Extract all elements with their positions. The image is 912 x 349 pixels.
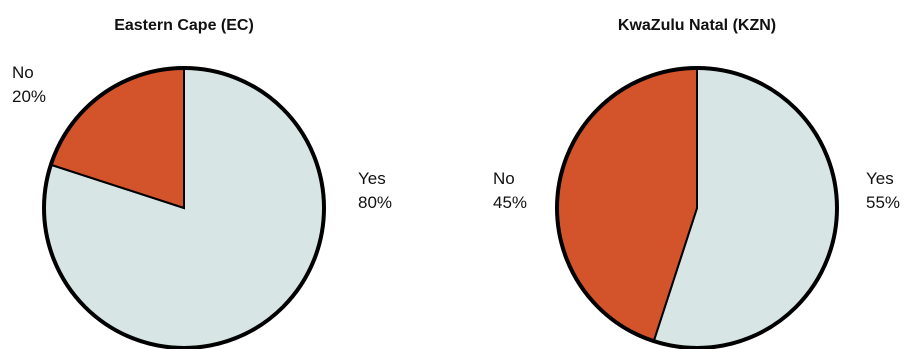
pie-border [42, 66, 326, 349]
chart-title: Eastern Cape (EC) [114, 17, 254, 34]
pie-border [555, 66, 839, 349]
slice-label-yes-category: Yes [358, 169, 386, 188]
slice-label-yes-category: Yes [866, 169, 894, 188]
pie-chart-eastern-cape: Eastern Cape (EC) Yes 80% No 20% [12, 17, 392, 349]
slice-label-no-value: 20% [12, 87, 46, 106]
slice-label-no-category: No [12, 63, 34, 82]
slice-label-yes-value: 55% [866, 193, 900, 212]
pie-chart-kwazulu-natal: KwaZulu Natal (KZN) Yes 55% No 45% [493, 17, 900, 349]
slice-label-no-value: 45% [493, 193, 527, 212]
slice-label-no-category: No [493, 169, 515, 188]
chart-title: KwaZulu Natal (KZN) [618, 17, 776, 34]
slice-label-yes-value: 80% [358, 193, 392, 212]
